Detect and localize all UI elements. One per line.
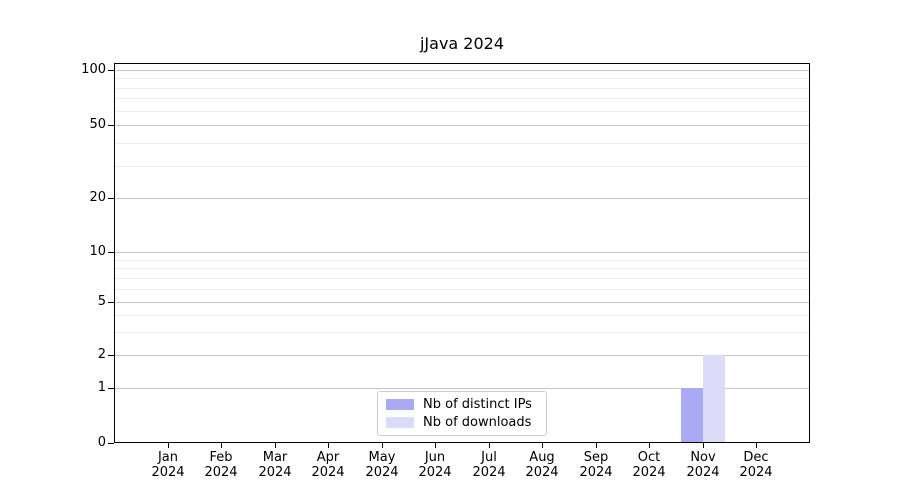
x-tick xyxy=(756,443,757,448)
y-tick xyxy=(108,125,114,126)
legend-row-distinct-ips: Nb of distinct IPs xyxy=(386,397,538,412)
x-tick xyxy=(596,443,597,448)
gridline-major xyxy=(115,70,809,71)
y-tick-label: 0 xyxy=(97,435,106,450)
x-tick xyxy=(703,443,704,448)
chart-title: jJava 2024 xyxy=(419,34,505,53)
y-tick xyxy=(108,302,114,303)
y-tick xyxy=(108,252,114,253)
gridline-major xyxy=(115,302,809,303)
x-tick-label: Jun 2024 xyxy=(418,450,452,480)
bar-downloads xyxy=(703,355,725,443)
x-tick xyxy=(542,443,543,448)
x-tick-label: Dec 2024 xyxy=(739,450,773,480)
gridline-major xyxy=(115,198,809,199)
gridline-minor xyxy=(115,98,809,99)
gridline-major xyxy=(115,252,809,253)
x-tick-label: Mar 2024 xyxy=(258,450,292,480)
x-tick-label: Oct 2024 xyxy=(632,450,666,480)
x-tick-label: May 2024 xyxy=(365,450,399,480)
legend-swatch-downloads xyxy=(386,417,414,428)
legend-swatch-distinct-ips xyxy=(386,399,414,410)
y-tick-label: 20 xyxy=(89,190,106,205)
bar-distinct-ips xyxy=(681,388,703,443)
y-tick-label: 1 xyxy=(97,380,106,395)
gridline-major xyxy=(115,125,809,126)
gridline-minor xyxy=(115,88,809,89)
x-tick-label: Nov 2024 xyxy=(686,450,720,480)
x-tick-label: Feb 2024 xyxy=(204,450,238,480)
x-tick xyxy=(489,443,490,448)
gridline-minor xyxy=(115,111,809,112)
x-tick-label: Jan 2024 xyxy=(151,450,185,480)
gridline-minor xyxy=(115,78,809,79)
gridline-minor xyxy=(115,166,809,167)
gridline-minor xyxy=(115,278,809,279)
y-tick xyxy=(108,198,114,199)
x-tick xyxy=(649,443,650,448)
gridline-minor xyxy=(115,289,809,290)
x-tick xyxy=(435,443,436,448)
gridline-minor xyxy=(115,268,809,269)
gridline-minor xyxy=(115,332,809,333)
gridline-minor xyxy=(115,315,809,316)
legend-label-distinct-ips: Nb of distinct IPs xyxy=(423,397,532,412)
x-tick-label: Jul 2024 xyxy=(472,450,506,480)
y-tick-label: 100 xyxy=(81,62,106,77)
x-tick-label: Sep 2024 xyxy=(579,450,613,480)
y-tick-label: 5 xyxy=(97,294,106,309)
x-tick-label: Apr 2024 xyxy=(311,450,345,480)
y-tick xyxy=(108,70,114,71)
legend-box: Nb of distinct IPs Nb of downloads xyxy=(377,391,547,436)
legend-row-downloads: Nb of downloads xyxy=(386,415,538,430)
y-tick-label: 50 xyxy=(89,117,106,132)
x-tick xyxy=(221,443,222,448)
gridline-minor xyxy=(115,143,809,144)
y-tick xyxy=(108,443,114,444)
gridline-major xyxy=(115,388,809,389)
y-tick-label: 10 xyxy=(89,244,106,259)
x-tick xyxy=(382,443,383,448)
y-tick xyxy=(108,388,114,389)
gridline-minor xyxy=(115,260,809,261)
x-tick xyxy=(328,443,329,448)
x-tick-label: Aug 2024 xyxy=(525,450,559,480)
y-tick-label: 2 xyxy=(97,347,106,362)
y-tick xyxy=(108,355,114,356)
gridline-major xyxy=(115,355,809,356)
x-tick xyxy=(168,443,169,448)
legend-label-downloads: Nb of downloads xyxy=(423,415,532,430)
x-tick xyxy=(275,443,276,448)
plot-frame xyxy=(114,63,810,443)
